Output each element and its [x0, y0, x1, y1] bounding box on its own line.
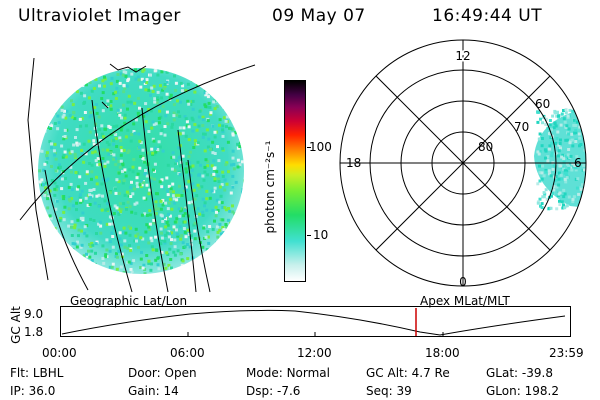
info-gc-alt: GC Alt: 4.7 Re: [366, 366, 450, 380]
image-time: 16:49:44 UT: [432, 6, 543, 26]
instrument-title: Ultraviolet Imager: [18, 6, 181, 26]
timeline-ytick-min: 1.8: [24, 325, 44, 339]
timeline-ytick-max: 9.0: [24, 307, 44, 321]
timeline-plot: [60, 306, 571, 337]
colorbar: [284, 80, 306, 282]
mlt-label-0: 0: [459, 275, 467, 288]
geographic-image: [19, 57, 256, 293]
altitude-curve: [61, 309, 566, 336]
mlat-label-60: 60: [535, 97, 550, 111]
info-ip: IP: 36.0: [10, 384, 56, 398]
colorbar-tick-mark: [307, 147, 311, 148]
svg-text:12: 12: [455, 49, 470, 63]
mlat-label-70: 70: [514, 120, 529, 134]
coastline-fragment: [101, 101, 109, 109]
mlt-label-12: 12: [455, 49, 470, 63]
colorbar-tick-100: 100: [309, 140, 332, 154]
colorbar-tick-mark: [307, 235, 311, 236]
timeline-axis-label: GC Alt: [9, 306, 23, 344]
image-date: 09 May 07: [272, 6, 366, 26]
timeline-ticks: [187, 332, 444, 337]
mlat-label-80: 80: [478, 140, 493, 154]
timeline-xtick-1200: 12:00: [297, 346, 332, 360]
info-gain: Gain: 14: [128, 384, 179, 398]
timeline-left-label: Geographic Lat/Lon: [70, 294, 188, 308]
timeline-xtick-1800: 18:00: [425, 346, 460, 360]
timeline-xtick-0000: 00:00: [42, 346, 77, 360]
mlt-label-18: 18: [346, 156, 361, 170]
polar-plot: 12 12 18 6 0 60 70 80: [339, 39, 587, 288]
info-mode: Mode: Normal: [246, 366, 330, 380]
colorbar-unit-label: photon cm⁻²s⁻¹: [263, 140, 277, 234]
timeline-xtick-0600: 06:00: [170, 346, 205, 360]
info-door: Door: Open: [128, 366, 197, 380]
coastline: [109, 63, 147, 73]
lat-lon-grid: [19, 57, 256, 293]
info-flt: Flt: LBHL: [10, 366, 64, 380]
polar-grid: [339, 39, 587, 287]
info-dsp: Dsp: -7.6: [246, 384, 301, 398]
colorbar-tick-10: 10: [313, 228, 329, 242]
mlt-label-6: 6: [574, 156, 582, 170]
timeline-right-label: Apex MLat/MLT: [420, 294, 510, 308]
info-glon: GLon: 198.2: [486, 384, 559, 398]
info-glat: GLat: -39.8: [486, 366, 553, 380]
info-seq: Seq: 39: [366, 384, 412, 398]
timeline-xtick-2359: 23:59: [549, 346, 584, 360]
